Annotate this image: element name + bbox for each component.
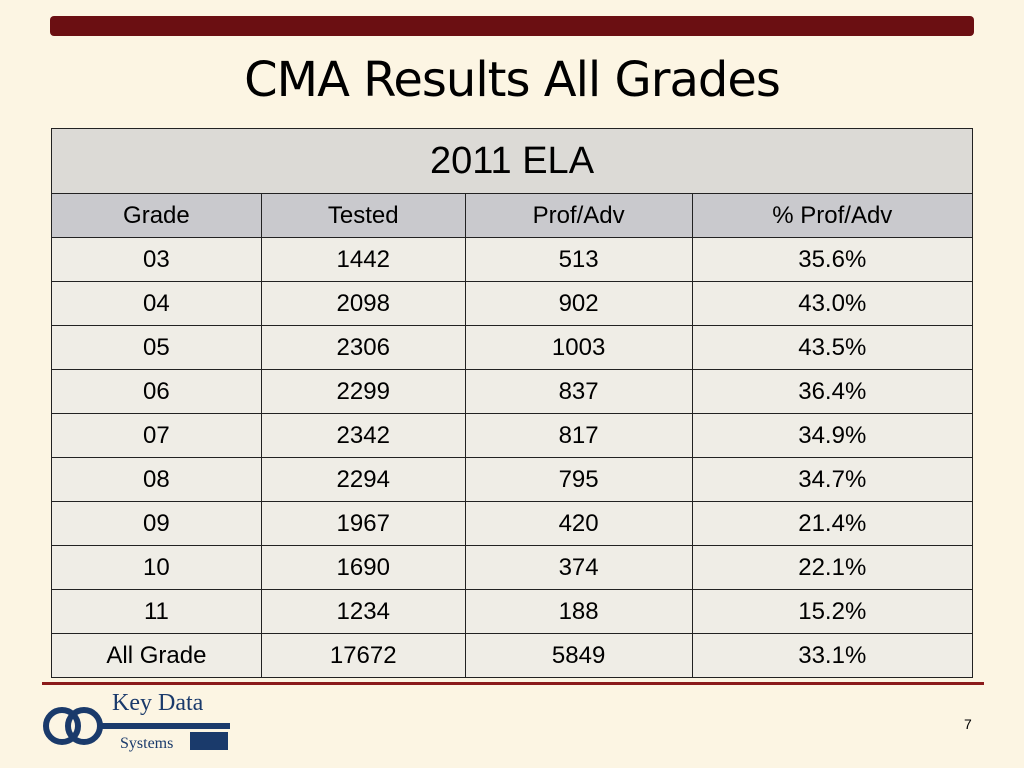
logo-name: Key Data bbox=[112, 690, 204, 716]
table-cell: 05 bbox=[51, 325, 262, 370]
data-row: 09 1967 420 21.4% bbox=[51, 501, 974, 546]
data-row: 04 2098 902 43.0% bbox=[51, 281, 974, 326]
top-bar bbox=[50, 16, 974, 36]
table-cell: 1690 bbox=[260, 545, 466, 590]
logo-sub: Systems bbox=[120, 735, 173, 752]
table-cell: 10 bbox=[51, 545, 262, 590]
table-cell: 374 bbox=[464, 545, 693, 590]
table-cell: 1442 bbox=[260, 237, 466, 282]
table-cell: 188 bbox=[464, 589, 693, 634]
table-cell: 21.4% bbox=[691, 501, 974, 546]
table-cell: 513 bbox=[464, 237, 693, 282]
table-cell: 06 bbox=[51, 369, 262, 414]
caption-row: 2011 ELA bbox=[51, 128, 973, 194]
table-cell: 15.2% bbox=[691, 589, 974, 634]
header-cell: Tested bbox=[260, 193, 466, 238]
table-cell: 2294 bbox=[260, 457, 466, 502]
table-cell: 35.6% bbox=[691, 237, 974, 282]
table-cell: 795 bbox=[464, 457, 693, 502]
table-cell: 36.4% bbox=[691, 369, 974, 414]
header-cell: Prof/Adv bbox=[464, 193, 693, 238]
data-row: 08 2294 795 34.7% bbox=[51, 457, 974, 502]
table-cell: 2306 bbox=[260, 325, 466, 370]
header-row: Grade Tested Prof/Adv% Prof/Adv bbox=[51, 193, 974, 238]
data-row: 06 2299 837 36.4% bbox=[51, 369, 974, 414]
table-caption: 2011 ELA bbox=[51, 128, 973, 194]
table-cell: 1234 bbox=[260, 589, 466, 634]
table-cell: 17672 bbox=[260, 633, 466, 678]
table-cell: 2098 bbox=[260, 281, 466, 326]
table-cell: 08 bbox=[51, 457, 262, 502]
table-cell: 837 bbox=[464, 369, 693, 414]
logo-badge bbox=[190, 732, 228, 750]
data-row: All Grade 17672 5849 33.1% bbox=[51, 633, 974, 678]
table-cell: 33.1% bbox=[691, 633, 974, 678]
table-cell: All Grade bbox=[51, 633, 262, 678]
table-cell: 43.5% bbox=[691, 325, 974, 370]
table-cell: 420 bbox=[464, 501, 693, 546]
table-cell: 43.0% bbox=[691, 281, 974, 326]
table-cell: 817 bbox=[464, 413, 693, 458]
table-cell: 11 bbox=[51, 589, 262, 634]
table-cell: 5849 bbox=[464, 633, 693, 678]
table-cell: 2299 bbox=[260, 369, 466, 414]
table-cell: 04 bbox=[51, 281, 262, 326]
data-row: 05 2306 1003 43.5% bbox=[51, 325, 974, 370]
data-row: 07 2342 817 34.9% bbox=[51, 413, 974, 458]
results-table: 2011 ELA Grade Tested Prof/Adv% Prof/Adv 03… bbox=[51, 128, 974, 678]
data-row: 10 1690 374 22.1% bbox=[51, 545, 974, 590]
table-cell: 34.7% bbox=[691, 457, 974, 502]
table-cell: 1967 bbox=[260, 501, 466, 546]
data-row: 11 1234 188 15.2% bbox=[51, 589, 974, 634]
table-cell: 1003 bbox=[464, 325, 693, 370]
page-number: 7 bbox=[964, 716, 972, 732]
data-row: 03 1442 513 35.6% bbox=[51, 237, 974, 282]
logo: Key Data Systems bbox=[43, 690, 230, 752]
logo-key bbox=[43, 707, 230, 745]
table-cell: 34.9% bbox=[691, 413, 974, 458]
table-cell: 03 bbox=[51, 237, 262, 282]
table-cell: 07 bbox=[51, 413, 262, 458]
table-cell: 902 bbox=[464, 281, 693, 326]
header-cell: Grade bbox=[51, 193, 262, 238]
table-cell: 09 bbox=[51, 501, 262, 546]
header-cell: % Prof/Adv bbox=[691, 193, 974, 238]
bottom-rule bbox=[42, 682, 984, 685]
table-cell: 2342 bbox=[260, 413, 466, 458]
slide-title: CMA Results All Grades bbox=[244, 52, 781, 108]
table-cell: 22.1% bbox=[691, 545, 974, 590]
